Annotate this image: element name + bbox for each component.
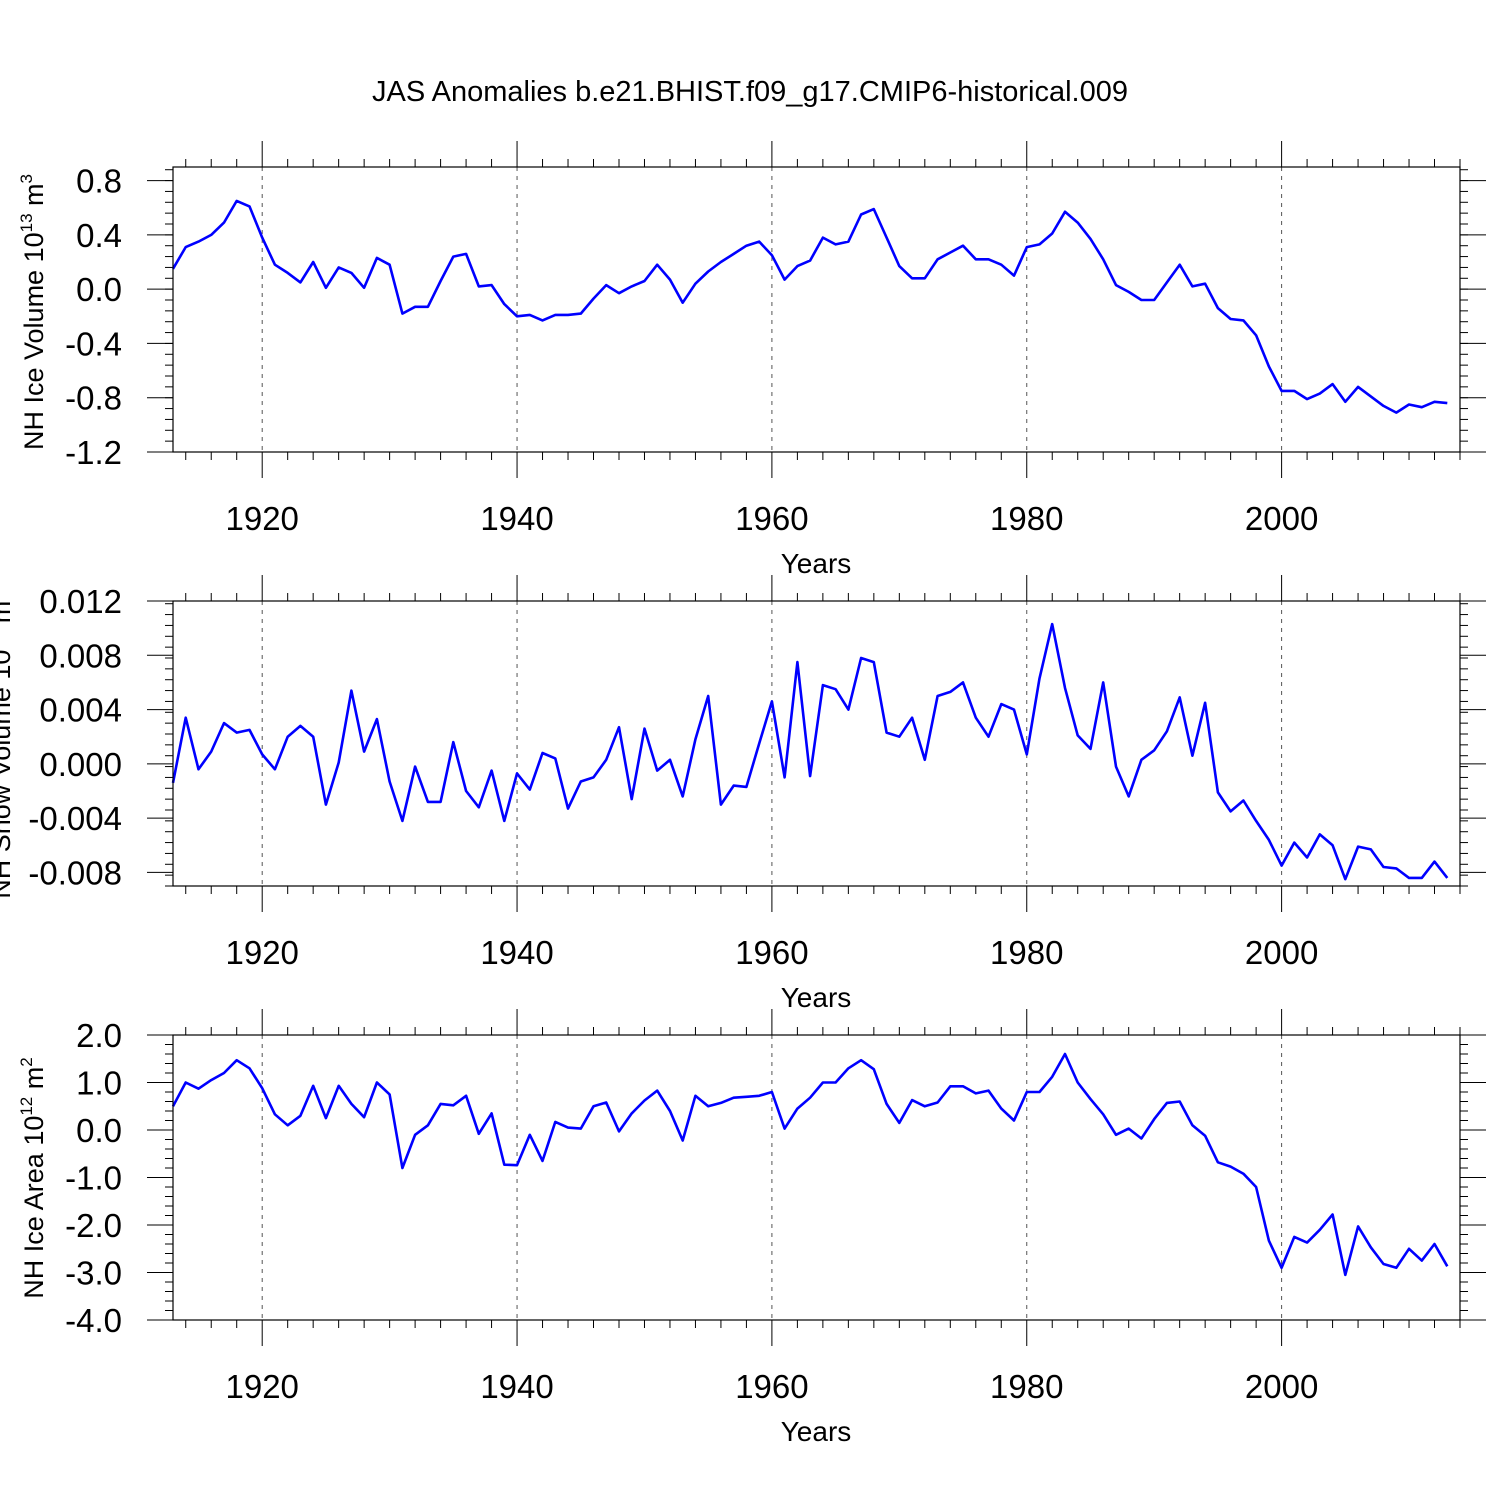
chart-title: JAS Anomalies b.e21.BHIST.f09_g17.CMIP6-… xyxy=(372,76,1128,108)
xlabel-snow-volume: Years xyxy=(781,982,852,1013)
x-tick-label: 1940 xyxy=(480,500,553,537)
y-tick-label: 2.0 xyxy=(76,1017,122,1054)
panel-snow-volume: 1920 1940 1960 1980 2000 -0.008 -0.004 0.000 0.0… xyxy=(0,575,1486,1013)
y-tick-label: -2.0 xyxy=(65,1207,122,1244)
x-tick-label: 1980 xyxy=(990,500,1063,537)
y-tick-label: 0.012 xyxy=(39,583,122,620)
y-tick-label: -3.0 xyxy=(65,1255,122,1292)
x-tick-label: 1940 xyxy=(480,1368,553,1405)
y-tick-label: -0.004 xyxy=(28,800,122,837)
y-tick-label: 0.008 xyxy=(39,637,122,674)
xlabel-ice-area: Years xyxy=(781,1416,852,1447)
y-tick-label: -1.2 xyxy=(65,434,122,471)
x-tick-label: 2000 xyxy=(1245,934,1318,971)
panel-ice-volume: 1920 1940 1960 1980 2000 -1.2 -0.8 -0.4 0.0 0.4 0.… xyxy=(17,141,1486,579)
y-tick-label: 0.4 xyxy=(76,217,122,254)
plot-frame xyxy=(172,166,1461,453)
x-tick-label: 2000 xyxy=(1245,1368,1318,1405)
plot-frame xyxy=(172,600,1461,887)
x-tick-label: 1960 xyxy=(735,500,808,537)
y-tick-label: -4.0 xyxy=(65,1302,122,1339)
ylabel-ice-volume: NH Ice Volume 1013 m3 xyxy=(17,174,49,450)
x-tick-label: 1980 xyxy=(990,1368,1063,1405)
x-tick-label: 2000 xyxy=(1245,500,1318,537)
y-tick-label: 0.004 xyxy=(39,692,122,729)
series-line-nh-ice-volume xyxy=(171,199,1448,414)
y-tick-label: -1.0 xyxy=(65,1160,122,1197)
series-line-nh-snow-volume xyxy=(171,622,1449,881)
y-tick-label: 0.8 xyxy=(76,163,122,200)
ylabel-snow-volume: NH Snow Volume 1013 m3 xyxy=(0,591,16,899)
y-tick-label: 0.0 xyxy=(76,271,122,308)
ylabel-ice-area: NH Ice Area 1012 m2 xyxy=(17,1057,49,1298)
x-tick-label: 1940 xyxy=(480,934,553,971)
x-tick-label: 1960 xyxy=(735,934,808,971)
x-tick-label: 1960 xyxy=(735,1368,808,1405)
x-tick-label: 1920 xyxy=(225,934,298,971)
xlabel-ice-volume: Years xyxy=(781,548,852,579)
panel-ice-area: 1920 1940 1960 1980 2000 -4.0 -3.0 -2.0 -1.0 0.0 1… xyxy=(17,1009,1486,1447)
y-tick-label: 0.0 xyxy=(76,1112,122,1149)
x-tick-label: 1980 xyxy=(990,934,1063,971)
y-tick-label: 0.000 xyxy=(39,746,122,783)
y-tick-label: 1.0 xyxy=(76,1065,122,1102)
y-tick-label: -0.008 xyxy=(28,854,122,891)
y-tick-label: -0.4 xyxy=(65,325,122,362)
plot-frame xyxy=(172,1034,1461,1321)
series-line-nh-ice-area xyxy=(171,1052,1449,1277)
x-tick-label: 1920 xyxy=(225,500,298,537)
x-tick-label: 1920 xyxy=(225,1368,298,1405)
y-tick-label: -0.8 xyxy=(65,380,122,417)
